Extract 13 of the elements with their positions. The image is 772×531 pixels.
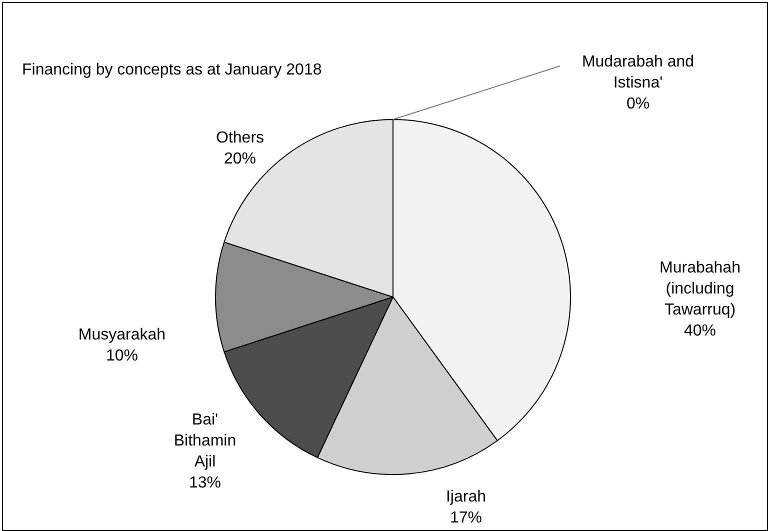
data-label: 17% xyxy=(450,509,482,526)
slice-label: Ijarah xyxy=(446,488,486,506)
data-label: 13% xyxy=(188,474,222,492)
category-label: Mudarabah and Istisna' xyxy=(582,53,694,92)
slice-label: Murabahah (including Tawarruq) xyxy=(660,259,740,318)
slice-label: Bai' Bithamin Ajil xyxy=(174,411,236,470)
data-label: 10% xyxy=(106,347,138,364)
data-label: 40% xyxy=(684,322,716,340)
text: 0% xyxy=(626,95,650,112)
chart-title: Financing by concepts as at January 2018 xyxy=(22,61,322,78)
slice-label: Others xyxy=(216,129,264,146)
slice-label: Musyarakah xyxy=(78,326,166,344)
data-label: 20% xyxy=(224,150,256,168)
